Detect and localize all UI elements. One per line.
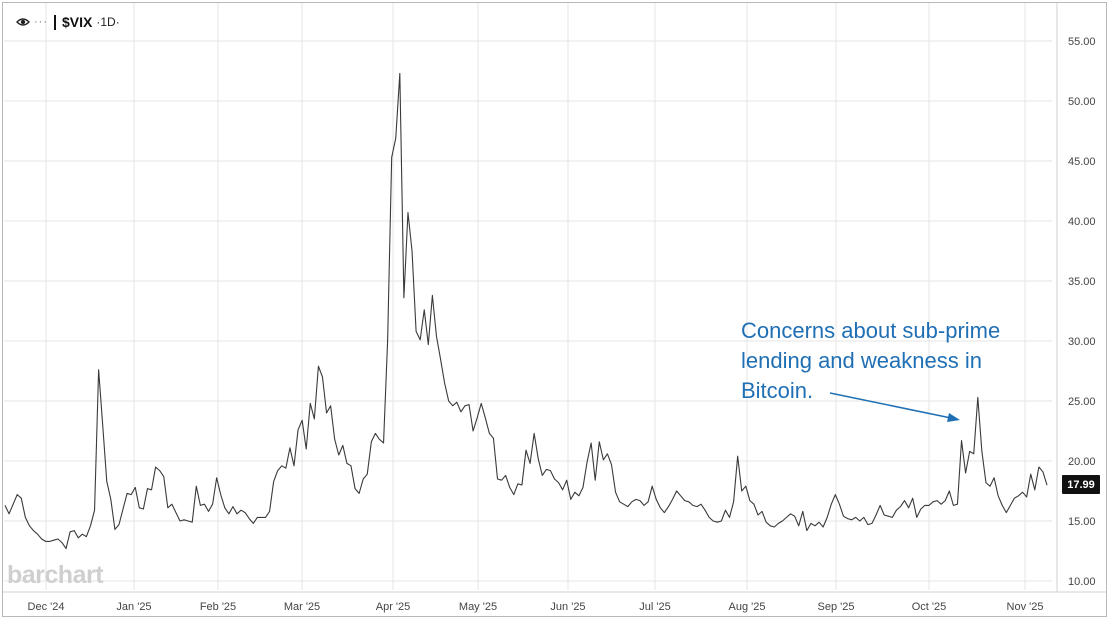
x-axis: Dec '24 Jan '25 Feb '25 Mar '25 Apr '25 May '… bbox=[28, 601, 1044, 613]
barchart-logo: barchart bbox=[7, 561, 104, 589]
y-tick-label: 55.00 bbox=[1068, 36, 1096, 48]
y-tick-label: 35.00 bbox=[1068, 276, 1096, 288]
header-divider bbox=[54, 14, 56, 30]
x-tick-label: Jul '25 bbox=[639, 601, 670, 613]
x-tick-label: Sep '25 bbox=[818, 601, 855, 613]
y-tick-label: 20.00 bbox=[1068, 456, 1096, 468]
x-tick-label: Feb '25 bbox=[200, 601, 236, 613]
interval-label[interactable]: ·1D· bbox=[96, 15, 120, 29]
annotation-arrow bbox=[829, 392, 960, 422]
x-tick-label: Dec '24 bbox=[28, 601, 65, 613]
y-tick-label: 45.00 bbox=[1068, 156, 1096, 168]
y-tick-label: 50.00 bbox=[1068, 96, 1096, 108]
x-tick-label: Apr '25 bbox=[376, 601, 411, 613]
symbol-label[interactable]: $VIX bbox=[62, 14, 93, 30]
y-tick-label: 10.00 bbox=[1068, 576, 1096, 588]
y-tick-label: 15.00 bbox=[1068, 516, 1096, 528]
x-tick-label: Nov '25 bbox=[1007, 601, 1044, 613]
chart-header: ··· $VIX ·1D· bbox=[16, 13, 120, 31]
vix-series-line bbox=[4, 72, 1048, 550]
more-dots-icon[interactable]: ··· bbox=[34, 16, 48, 28]
x-tick-label: Aug '25 bbox=[729, 601, 766, 613]
y-tick-label: 25.00 bbox=[1068, 396, 1096, 408]
y-axis: 10.00 15.00 20.00 25.00 30.00 35.00 40.00 45.00… bbox=[1068, 36, 1096, 588]
arrow-shaft bbox=[829, 392, 952, 419]
x-tick-label: Jun '25 bbox=[550, 601, 585, 613]
eye-icon[interactable] bbox=[16, 17, 30, 27]
y-tick-label: 40.00 bbox=[1068, 216, 1096, 228]
y-tick-label: 30.00 bbox=[1068, 336, 1096, 348]
x-tick-label: Mar '25 bbox=[284, 601, 320, 613]
x-tick-label: May '25 bbox=[459, 601, 497, 613]
x-tick-label: Oct '25 bbox=[912, 601, 947, 613]
grid bbox=[3, 3, 1106, 593]
last-price-badge: 17.99 bbox=[1062, 475, 1100, 494]
arrow-head bbox=[947, 413, 960, 422]
annotation-text: Concerns about sub-prime lending and wea… bbox=[741, 318, 1001, 403]
x-tick-label: Jan '25 bbox=[116, 601, 151, 613]
